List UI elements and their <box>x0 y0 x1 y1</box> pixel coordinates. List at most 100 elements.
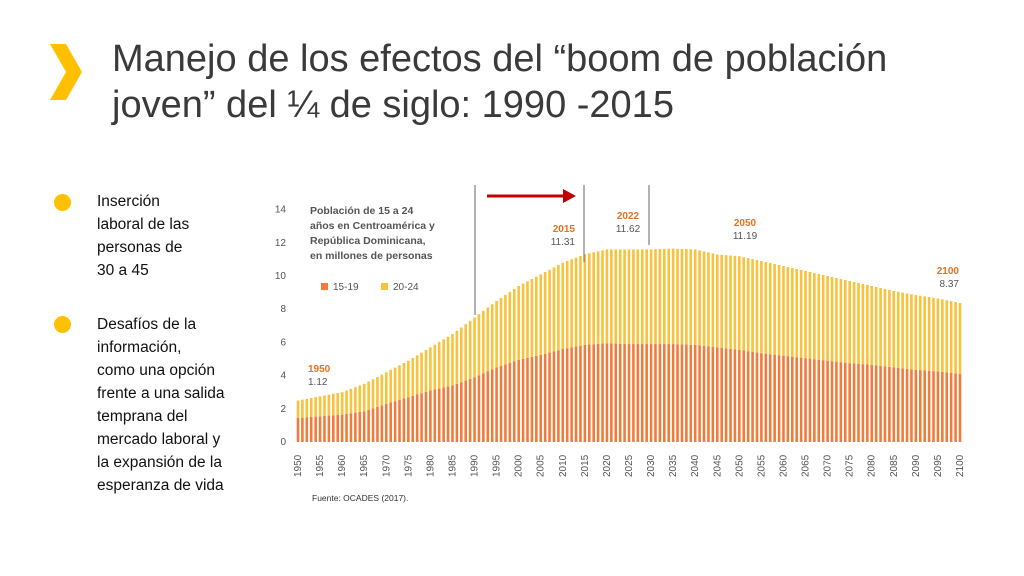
bar-15-19 <box>945 372 949 442</box>
bar-20-24 <box>640 249 644 345</box>
bar-20-24 <box>526 281 529 358</box>
bar-15-19 <box>821 360 825 442</box>
bar-20-24 <box>693 249 697 345</box>
bar-15-19 <box>702 345 706 442</box>
x-tick-label: 1985 <box>447 454 458 477</box>
bar-15-19 <box>587 344 591 442</box>
bar-20-24 <box>504 294 507 365</box>
bar-15-19 <box>508 362 512 442</box>
bar-15-19 <box>843 362 847 442</box>
bar-20-24 <box>318 396 322 417</box>
bar-15-19 <box>782 355 785 442</box>
bar-15-19 <box>949 372 953 442</box>
bar-20-24 <box>702 251 706 346</box>
bar-15-19 <box>614 343 618 442</box>
bar-15-19 <box>910 369 913 442</box>
bar-15-19 <box>398 399 401 442</box>
bar-15-19 <box>958 373 962 442</box>
bar-15-19 <box>870 364 874 442</box>
bar-15-19 <box>557 350 560 442</box>
bar-20-24 <box>587 253 591 345</box>
bar-15-19 <box>640 344 644 442</box>
bar-20-24 <box>367 381 370 410</box>
bar-20-24 <box>857 282 860 364</box>
bar-15-19 <box>482 373 485 442</box>
x-tick-label: 2070 <box>823 454 834 477</box>
bar-20-24 <box>918 295 922 371</box>
y-tick-label: 2 <box>280 404 286 415</box>
bar-20-24 <box>799 270 803 358</box>
bar-20-24 <box>649 249 653 345</box>
bar-15-19 <box>724 348 728 442</box>
slide-title: Manejo de los efectos del “boom de pobla… <box>112 38 888 126</box>
bar-15-19 <box>530 356 534 442</box>
bar-15-19 <box>905 368 909 442</box>
bar-15-19 <box>490 369 494 442</box>
chevron-right-icon <box>50 44 82 100</box>
bar-20-24 <box>420 352 423 394</box>
bar-15-19 <box>468 378 472 442</box>
bar-15-19 <box>777 355 781 442</box>
bar-20-24 <box>393 367 397 402</box>
bar-20-24 <box>892 290 896 368</box>
bar-15-19 <box>848 363 851 442</box>
bar-20-24 <box>852 281 856 364</box>
bar-15-19 <box>535 355 538 442</box>
bar-15-19 <box>760 353 763 442</box>
bar-20-24 <box>645 249 648 345</box>
bar-15-19 <box>495 367 498 442</box>
bar-15-19 <box>318 416 322 442</box>
bar-20-24 <box>592 252 595 345</box>
bullet-line: frente a una salida <box>97 385 225 402</box>
x-tick-label: 2000 <box>514 454 525 477</box>
x-tick-label: 1950 <box>293 454 304 477</box>
bar-20-24 <box>738 256 741 350</box>
bar-15-19 <box>499 365 503 442</box>
bar-20-24 <box>451 334 454 386</box>
bar-20-24 <box>888 289 891 367</box>
bar-15-19 <box>610 343 613 442</box>
bar-15-19 <box>693 344 697 442</box>
bar-15-19 <box>883 366 887 442</box>
bar-15-19 <box>301 417 304 442</box>
bullet-line: Desafíos de la <box>97 316 197 333</box>
bar-15-19 <box>332 415 335 442</box>
y-tick-label: 14 <box>275 205 287 216</box>
bar-15-19 <box>605 343 609 442</box>
x-tick-label: 2020 <box>602 454 613 477</box>
bar-15-19 <box>521 358 525 442</box>
bar-15-19 <box>354 412 357 442</box>
bar-15-19 <box>561 349 565 442</box>
bar-15-19 <box>676 344 679 442</box>
bar-20-24 <box>349 388 353 414</box>
bar-20-24 <box>936 298 940 372</box>
bar-15-19 <box>835 361 838 442</box>
bar-20-24 <box>407 360 410 398</box>
bar-20-24 <box>345 390 348 414</box>
chart-title-line: Población de 15 a 24 <box>310 205 413 217</box>
x-tick-label: 2015 <box>580 454 591 477</box>
bar-15-19 <box>309 416 313 442</box>
bar-15-19 <box>411 395 415 442</box>
bar-20-24 <box>746 258 750 352</box>
x-tick-label: 1990 <box>470 454 481 477</box>
x-tick-label: 2085 <box>889 454 900 477</box>
bar-20-24 <box>468 320 472 379</box>
bar-15-19 <box>755 352 759 442</box>
bar-15-19 <box>729 348 732 442</box>
bar-15-19 <box>654 344 657 442</box>
bar-15-19 <box>464 380 468 442</box>
bar-20-24 <box>464 324 468 381</box>
bar-20-24 <box>923 296 926 371</box>
bar-15-19 <box>667 344 671 442</box>
bar-20-24 <box>486 307 490 372</box>
bar-20-24 <box>896 291 900 368</box>
bar-15-19 <box>892 367 896 442</box>
y-tick-label: 6 <box>280 337 286 348</box>
bar-20-24 <box>715 254 719 348</box>
bar-15-19 <box>407 397 410 442</box>
bar-20-24 <box>499 297 503 366</box>
bar-15-19 <box>720 347 723 442</box>
bar-15-19 <box>380 405 384 442</box>
